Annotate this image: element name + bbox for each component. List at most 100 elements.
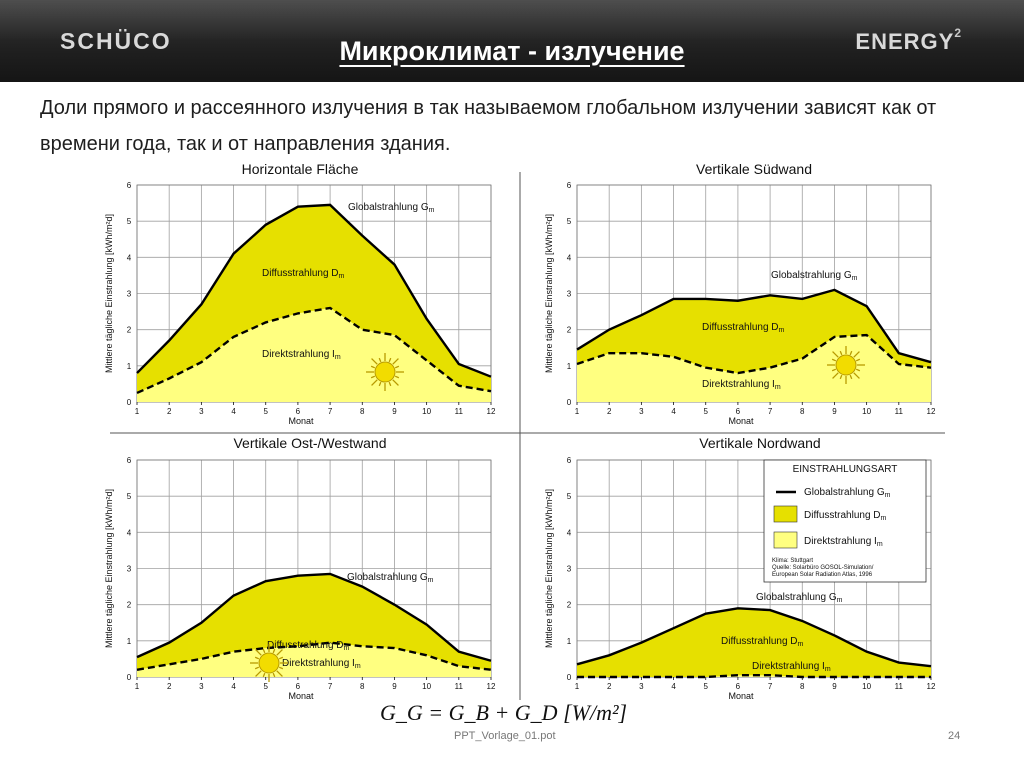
direct-line bbox=[136, 641, 492, 671]
global-line bbox=[136, 203, 492, 378]
legend-swatch-direct bbox=[773, 531, 798, 549]
x-tick-label: 6 bbox=[296, 682, 301, 691]
y-tick-label: 5 bbox=[567, 492, 572, 501]
y-tick-label: 3 bbox=[127, 290, 132, 299]
sun-ray bbox=[831, 368, 837, 372]
sun-ray bbox=[394, 375, 400, 379]
diffuse-label: Diffusstrahlung Dm bbox=[702, 322, 785, 334]
x-axis-label: Monat bbox=[288, 416, 314, 426]
x-tick-label: 8 bbox=[800, 407, 805, 416]
direct-area bbox=[137, 307, 491, 402]
sun-ray bbox=[254, 656, 260, 660]
global-line bbox=[136, 572, 492, 662]
sun-ray bbox=[262, 672, 266, 678]
y-axis-label: Mittlere tägliche Einstrahlung [kWh/m²d] bbox=[544, 489, 554, 648]
x-tick-label: 12 bbox=[487, 407, 496, 416]
x-axis-label: Monat bbox=[288, 691, 314, 701]
chart-area: Horizontale Fläche 0 1 2 3 4 5 6 1 2 3 4 5 6 7 8 9 10 11 12… bbox=[100, 160, 950, 710]
x-tick-label: 11 bbox=[455, 407, 464, 416]
y-tick-label: 2 bbox=[127, 326, 132, 335]
header-bar: SCHÜCO ENERGY2 Микроклимат - излучение bbox=[0, 0, 1024, 82]
sun-ray bbox=[855, 368, 861, 372]
sun-ray bbox=[388, 381, 392, 387]
schueco-logo: SCHÜCO bbox=[60, 28, 172, 54]
x-tick-label: 7 bbox=[328, 407, 333, 416]
y-tick-label: 6 bbox=[567, 456, 572, 465]
sun-disc bbox=[374, 361, 396, 383]
footer-file: PPT_Vorlage_01.pot bbox=[454, 730, 556, 742]
sun-ray bbox=[276, 649, 283, 656]
y-tick-label: 4 bbox=[567, 253, 572, 262]
y-tick-label: 0 bbox=[567, 398, 572, 407]
legend: EINSTRAHLUNGSART Globalstrahlung Gm Diffus… bbox=[763, 459, 927, 583]
page-number: 24 bbox=[948, 730, 961, 742]
x-tick-label: 2 bbox=[607, 407, 612, 416]
x-tick-label: 12 bbox=[927, 682, 936, 691]
y-tick-label: 2 bbox=[567, 601, 572, 610]
x-tick-label: 10 bbox=[422, 682, 431, 691]
x-tick-label: 3 bbox=[639, 682, 644, 691]
sun-disc bbox=[258, 652, 280, 674]
legend-swatch-diffuse bbox=[773, 505, 798, 523]
y-axis-label: Mittlere tägliche Einstrahlung [kWh/m²d] bbox=[104, 489, 114, 648]
x-tick-label: 11 bbox=[895, 407, 904, 416]
formula-text: G_G = G_B + G_D [W/m²] bbox=[380, 700, 628, 725]
x-tick-label: 7 bbox=[328, 682, 333, 691]
chart-title: Vertikale Ost-/Westwand bbox=[233, 435, 386, 451]
direct-line bbox=[576, 333, 932, 375]
x-tick-label: 11 bbox=[895, 682, 904, 691]
x-tick-label: 3 bbox=[639, 407, 644, 416]
x-tick-label: 8 bbox=[360, 682, 365, 691]
sun-ray bbox=[853, 372, 860, 379]
sun-ray bbox=[832, 351, 839, 358]
chart-title: Horizontale Fläche bbox=[242, 161, 359, 177]
x-tick-label: 12 bbox=[927, 407, 936, 416]
global-label: Globalstrahlung Gm bbox=[347, 572, 434, 584]
sun-ray bbox=[839, 374, 843, 380]
sun-ray bbox=[392, 358, 399, 365]
y-axis-label: Mittlere tägliche Einstrahlung [kWh/m²d] bbox=[104, 214, 114, 373]
direct-area bbox=[577, 335, 931, 402]
sun-icon bbox=[366, 353, 404, 391]
x-tick-label: 4 bbox=[231, 407, 236, 416]
x-tick-label: 5 bbox=[264, 407, 269, 416]
x-tick-label: 2 bbox=[167, 407, 172, 416]
energy-logo: ENERGY2 bbox=[855, 26, 962, 55]
legend-item-global: Globalstrahlung Gm bbox=[804, 487, 891, 499]
sun-icon bbox=[250, 644, 288, 682]
x-tick-label: 4 bbox=[231, 682, 236, 691]
sun-icon bbox=[827, 346, 865, 384]
y-tick-label: 2 bbox=[567, 326, 572, 335]
x-tick-label: 4 bbox=[671, 407, 676, 416]
x-tick-label: 2 bbox=[607, 682, 612, 691]
x-tick-label: 5 bbox=[264, 682, 269, 691]
x-tick-label: 2 bbox=[167, 682, 172, 691]
x-tick-label: 7 bbox=[768, 407, 773, 416]
x-tick-label: 4 bbox=[671, 682, 676, 691]
y-tick-label: 6 bbox=[127, 181, 132, 190]
x-tick-label: 9 bbox=[392, 407, 397, 416]
legend-title: EINSTRAHLUNGSART bbox=[793, 464, 898, 475]
y-tick-label: 5 bbox=[127, 217, 132, 226]
sun-ray bbox=[262, 648, 266, 654]
y-tick-label: 3 bbox=[127, 565, 132, 574]
sun-ray bbox=[278, 656, 284, 660]
sun-ray bbox=[832, 372, 839, 379]
direct-area bbox=[137, 642, 491, 677]
x-tick-label: 3 bbox=[199, 682, 204, 691]
diffuse-label: Diffusstrahlung Dm bbox=[721, 636, 804, 648]
sun-ray bbox=[388, 357, 392, 363]
sun-ray bbox=[394, 365, 400, 369]
x-tick-label: 1 bbox=[135, 407, 140, 416]
energy-logo-text: ENERGY bbox=[855, 29, 955, 54]
sun-ray bbox=[272, 648, 276, 654]
legend-note-line: European Solar Radiation Atlas, 1996 bbox=[772, 572, 873, 578]
x-tick-label: 1 bbox=[135, 682, 140, 691]
y-tick-label: 5 bbox=[127, 492, 132, 501]
sun-ray bbox=[849, 374, 853, 380]
direct-label: Direktstrahlung Im bbox=[262, 349, 341, 361]
x-tick-label: 11 bbox=[455, 682, 464, 691]
